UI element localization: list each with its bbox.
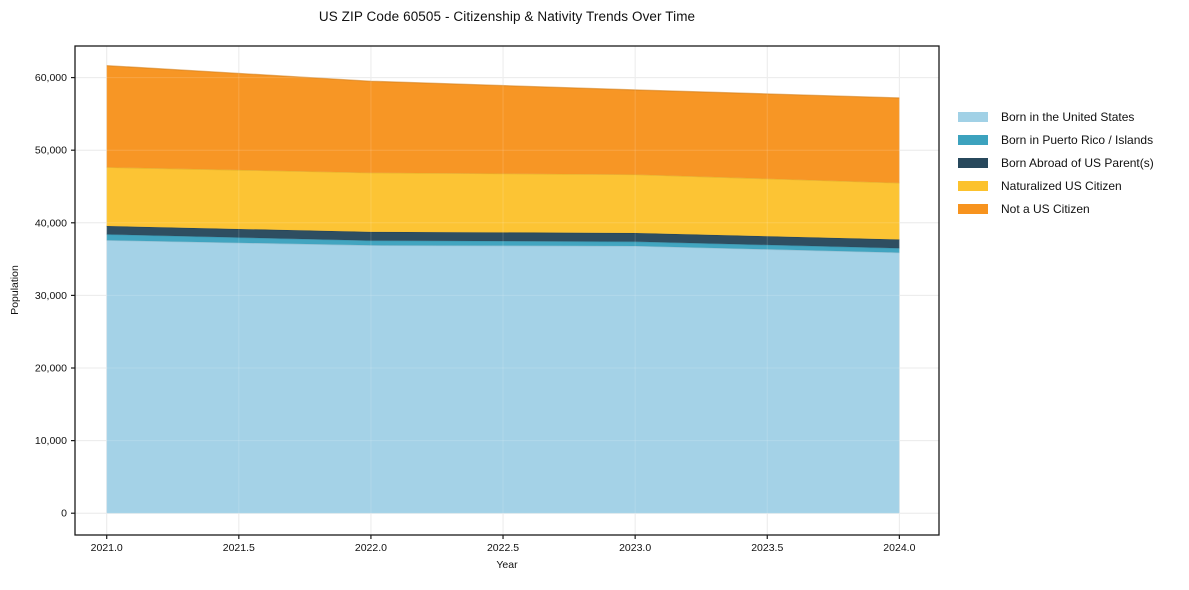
area-born-abroad-of-us-parent-s-	[106, 226, 900, 249]
x-tick-label: 2023.0	[619, 542, 651, 554]
y-tick-label: 0	[61, 508, 67, 520]
legend-swatch	[958, 203, 988, 214]
y-axis-label: Population	[9, 265, 21, 315]
y-tick-label: 50,000	[35, 145, 67, 157]
x-tick-label: 2021.0	[91, 542, 123, 554]
x-tick-label: 2023.5	[751, 542, 783, 554]
x-tick-label: 2024.0	[883, 542, 915, 554]
legend-label: Born in the United States	[1001, 110, 1135, 125]
legend-swatch	[958, 112, 988, 123]
plot-frame	[74, 45, 940, 536]
y-tick-label: 10,000	[35, 435, 67, 447]
legend-item: Born Abroad of US Parent(s)	[958, 152, 1154, 175]
legend-label: Not a US Citizen	[1001, 201, 1090, 216]
x-tick-label: 2021.5	[223, 542, 255, 554]
y-tick-label: 20,000	[35, 363, 67, 375]
y-tick-label: 30,000	[35, 290, 67, 302]
area-edge	[106, 64, 900, 99]
area-not-a-us-citizen	[106, 65, 900, 183]
x-tick-label: 2022.5	[487, 542, 519, 554]
y-tick-label: 40,000	[35, 217, 67, 229]
x-axis-label: Year	[496, 559, 518, 571]
x-tick-label: 2022.0	[355, 542, 387, 554]
legend: Born in the United States Born in Puerto …	[958, 106, 1154, 220]
legend-item: Not a US Citizen	[958, 197, 1154, 220]
area-edge	[106, 233, 900, 249]
chart-title: US ZIP Code 60505 - Citizenship & Nativi…	[318, 9, 696, 24]
legend-swatch	[958, 157, 988, 168]
legend-item: Born in the United States	[958, 106, 1154, 129]
legend-label: Naturalized US Citizen	[1001, 178, 1122, 193]
legend-item: Naturalized US Citizen	[958, 174, 1154, 197]
legend-item: Born in Puerto Rico / Islands	[958, 129, 1154, 152]
legend-swatch	[958, 180, 988, 191]
legend-swatch	[958, 135, 988, 146]
legend-label: Born in Puerto Rico / Islands	[1001, 133, 1154, 148]
y-tick-label: 60,000	[35, 72, 67, 84]
area-born-in-the-united-states	[106, 240, 900, 514]
area-naturalized-us-citizen	[106, 167, 900, 240]
area-born-in-puerto-rico-islands	[106, 234, 900, 253]
legend-label: Born Abroad of US Parent(s)	[1001, 155, 1154, 170]
